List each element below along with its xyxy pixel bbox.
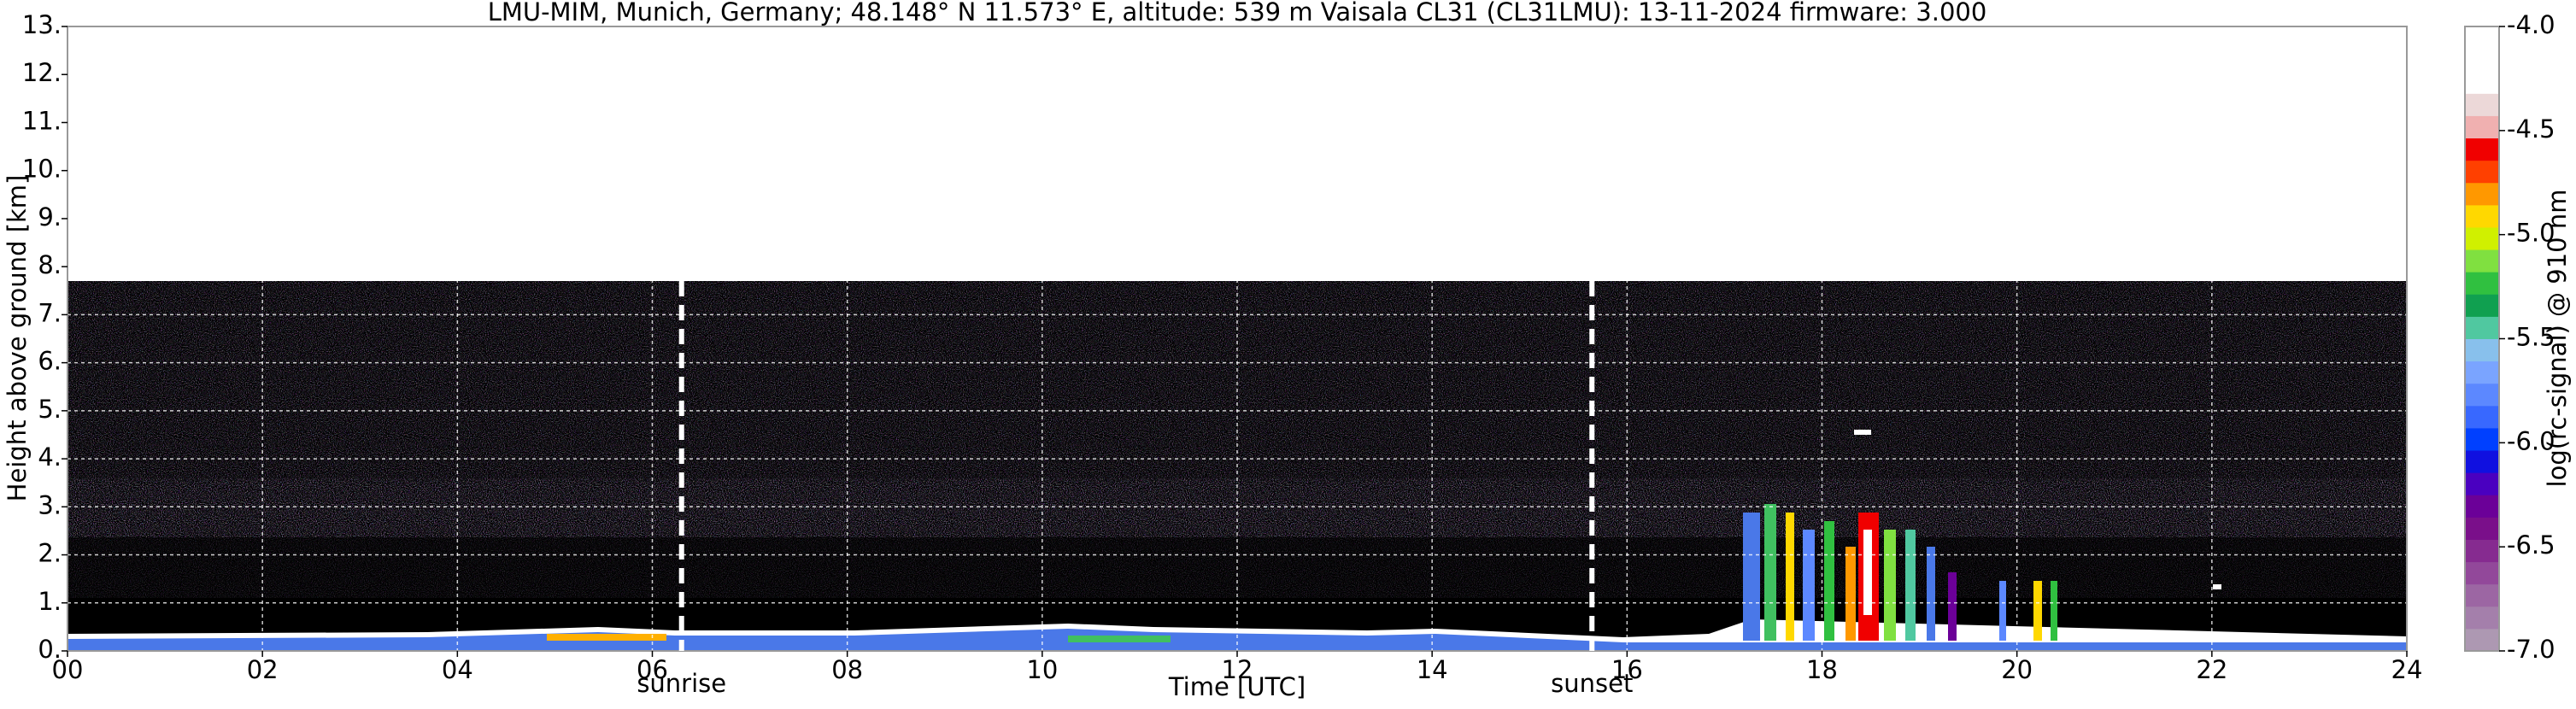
x-tick-label: 14	[1417, 655, 1448, 684]
colorbar-segment	[2465, 249, 2499, 272]
x-tick-label: 20	[2001, 655, 2033, 684]
colorbar-segment	[2465, 427, 2499, 451]
y-tick-label: 5.	[38, 395, 62, 424]
x-tick-label: 24	[2391, 655, 2423, 684]
colorbar-segment	[2465, 182, 2499, 206]
colorbar-segment	[2465, 138, 2499, 161]
colorbar-segment	[2465, 360, 2499, 384]
colorbar-tick-label: -6.0	[2507, 426, 2555, 455]
colorbar-segment	[2465, 472, 2499, 495]
colorbar-segment	[2465, 294, 2499, 317]
colorbar-segment	[2465, 226, 2499, 250]
cloud	[1786, 513, 1794, 641]
cloud	[1764, 504, 1776, 641]
colorbar-segment	[2465, 628, 2499, 652]
cloud	[1824, 521, 1834, 641]
colorbar-tick-label: -6.5	[2507, 530, 2555, 560]
colorbar-segment	[2465, 561, 2499, 585]
colorbar-tick-label: -4.0	[2507, 10, 2555, 39]
colorbar-segment	[2465, 93, 2499, 116]
cloud	[2033, 581, 2042, 641]
colorbar-label: log(rc-signal) @ 910 nm	[2543, 190, 2572, 488]
colorbar-segment	[2465, 71, 2499, 94]
y-tick-label: 9.	[38, 202, 62, 231]
cloud-features	[1743, 430, 2221, 641]
x-tick-label: 00	[52, 655, 84, 684]
x-tick-label: 16	[1611, 655, 1643, 684]
colorbar-segment	[2465, 272, 2499, 295]
colorbar-segment	[2465, 517, 2499, 540]
cloud	[1845, 547, 1856, 641]
y-tick-label: 2.	[38, 539, 62, 568]
x-axis-label: Time [UTC]	[1168, 672, 1306, 701]
x-tick-label: 10	[1026, 655, 1058, 684]
colorbar-tick-label: -7.0	[2507, 635, 2555, 664]
colorbar-segment	[2465, 495, 2499, 518]
chart-title: LMU-MIM, Munich, Germany; 48.148° N 11.5…	[488, 0, 1987, 26]
y-tick-label: 0.	[38, 635, 62, 664]
cloud	[1905, 530, 1916, 641]
cloud	[1743, 513, 1760, 641]
cloud	[1803, 530, 1815, 641]
colorbar-segment	[2465, 383, 2499, 407]
colorbar-segment	[2465, 26, 2499, 50]
cloud	[1854, 430, 1871, 435]
surface-layer	[67, 629, 2407, 651]
y-tick-label: 12.	[22, 58, 62, 87]
y-tick-label: 13.	[22, 10, 62, 39]
colorbar-segment	[2465, 539, 2499, 563]
y-tick-label: 7.	[38, 298, 62, 327]
y-tick-label: 1.	[38, 587, 62, 616]
y-tick-label: 4.	[38, 442, 62, 472]
y-tick-label: 11.	[22, 106, 62, 135]
colorbar-segment	[2465, 450, 2499, 473]
x-tick-label: 22	[2196, 655, 2227, 684]
annotation-label: sunrise	[637, 669, 726, 698]
colorbar-segment	[2465, 338, 2499, 362]
colorbar-segment	[2465, 606, 2499, 630]
cloud	[1948, 572, 1957, 641]
colorbar-tick-label: -4.5	[2507, 114, 2555, 144]
cloud	[1999, 581, 2006, 641]
colorbar-segment	[2465, 115, 2499, 139]
colorbar-segment	[2465, 405, 2499, 429]
colorbar-tick-label: -5.5	[2507, 323, 2555, 352]
colorbar-segment	[2465, 316, 2499, 339]
colorbar-segment	[2465, 160, 2499, 184]
x-tick-label: 06	[637, 655, 668, 684]
annotation-label: sunset	[1551, 669, 1633, 698]
cloud	[2213, 584, 2221, 589]
y-tick-label: 8.	[38, 250, 62, 279]
cloud	[1863, 530, 1872, 615]
y-tick-label: 10.	[22, 155, 62, 184]
surface-feature	[547, 634, 666, 641]
x-tick-label: 04	[442, 655, 473, 684]
surface-feature	[1068, 636, 1171, 642]
cloud	[2051, 581, 2057, 641]
y-tick-label: 6.	[38, 347, 62, 376]
colorbar-segment	[2465, 583, 2499, 607]
colorbar-tick-label: -5.0	[2507, 219, 2555, 248]
x-tick-label: 18	[1806, 655, 1838, 684]
cloud	[1884, 530, 1896, 641]
x-tick-label: 08	[831, 655, 863, 684]
colorbar-segment	[2465, 49, 2499, 72]
cloud	[1927, 547, 1935, 641]
x-tick-label: 12	[1222, 655, 1253, 684]
x-tick-label: 02	[247, 655, 279, 684]
y-tick-label: 3.	[38, 490, 62, 519]
y-axis-label: Height above ground [km]	[3, 175, 32, 502]
colorbar-segment	[2465, 204, 2499, 228]
